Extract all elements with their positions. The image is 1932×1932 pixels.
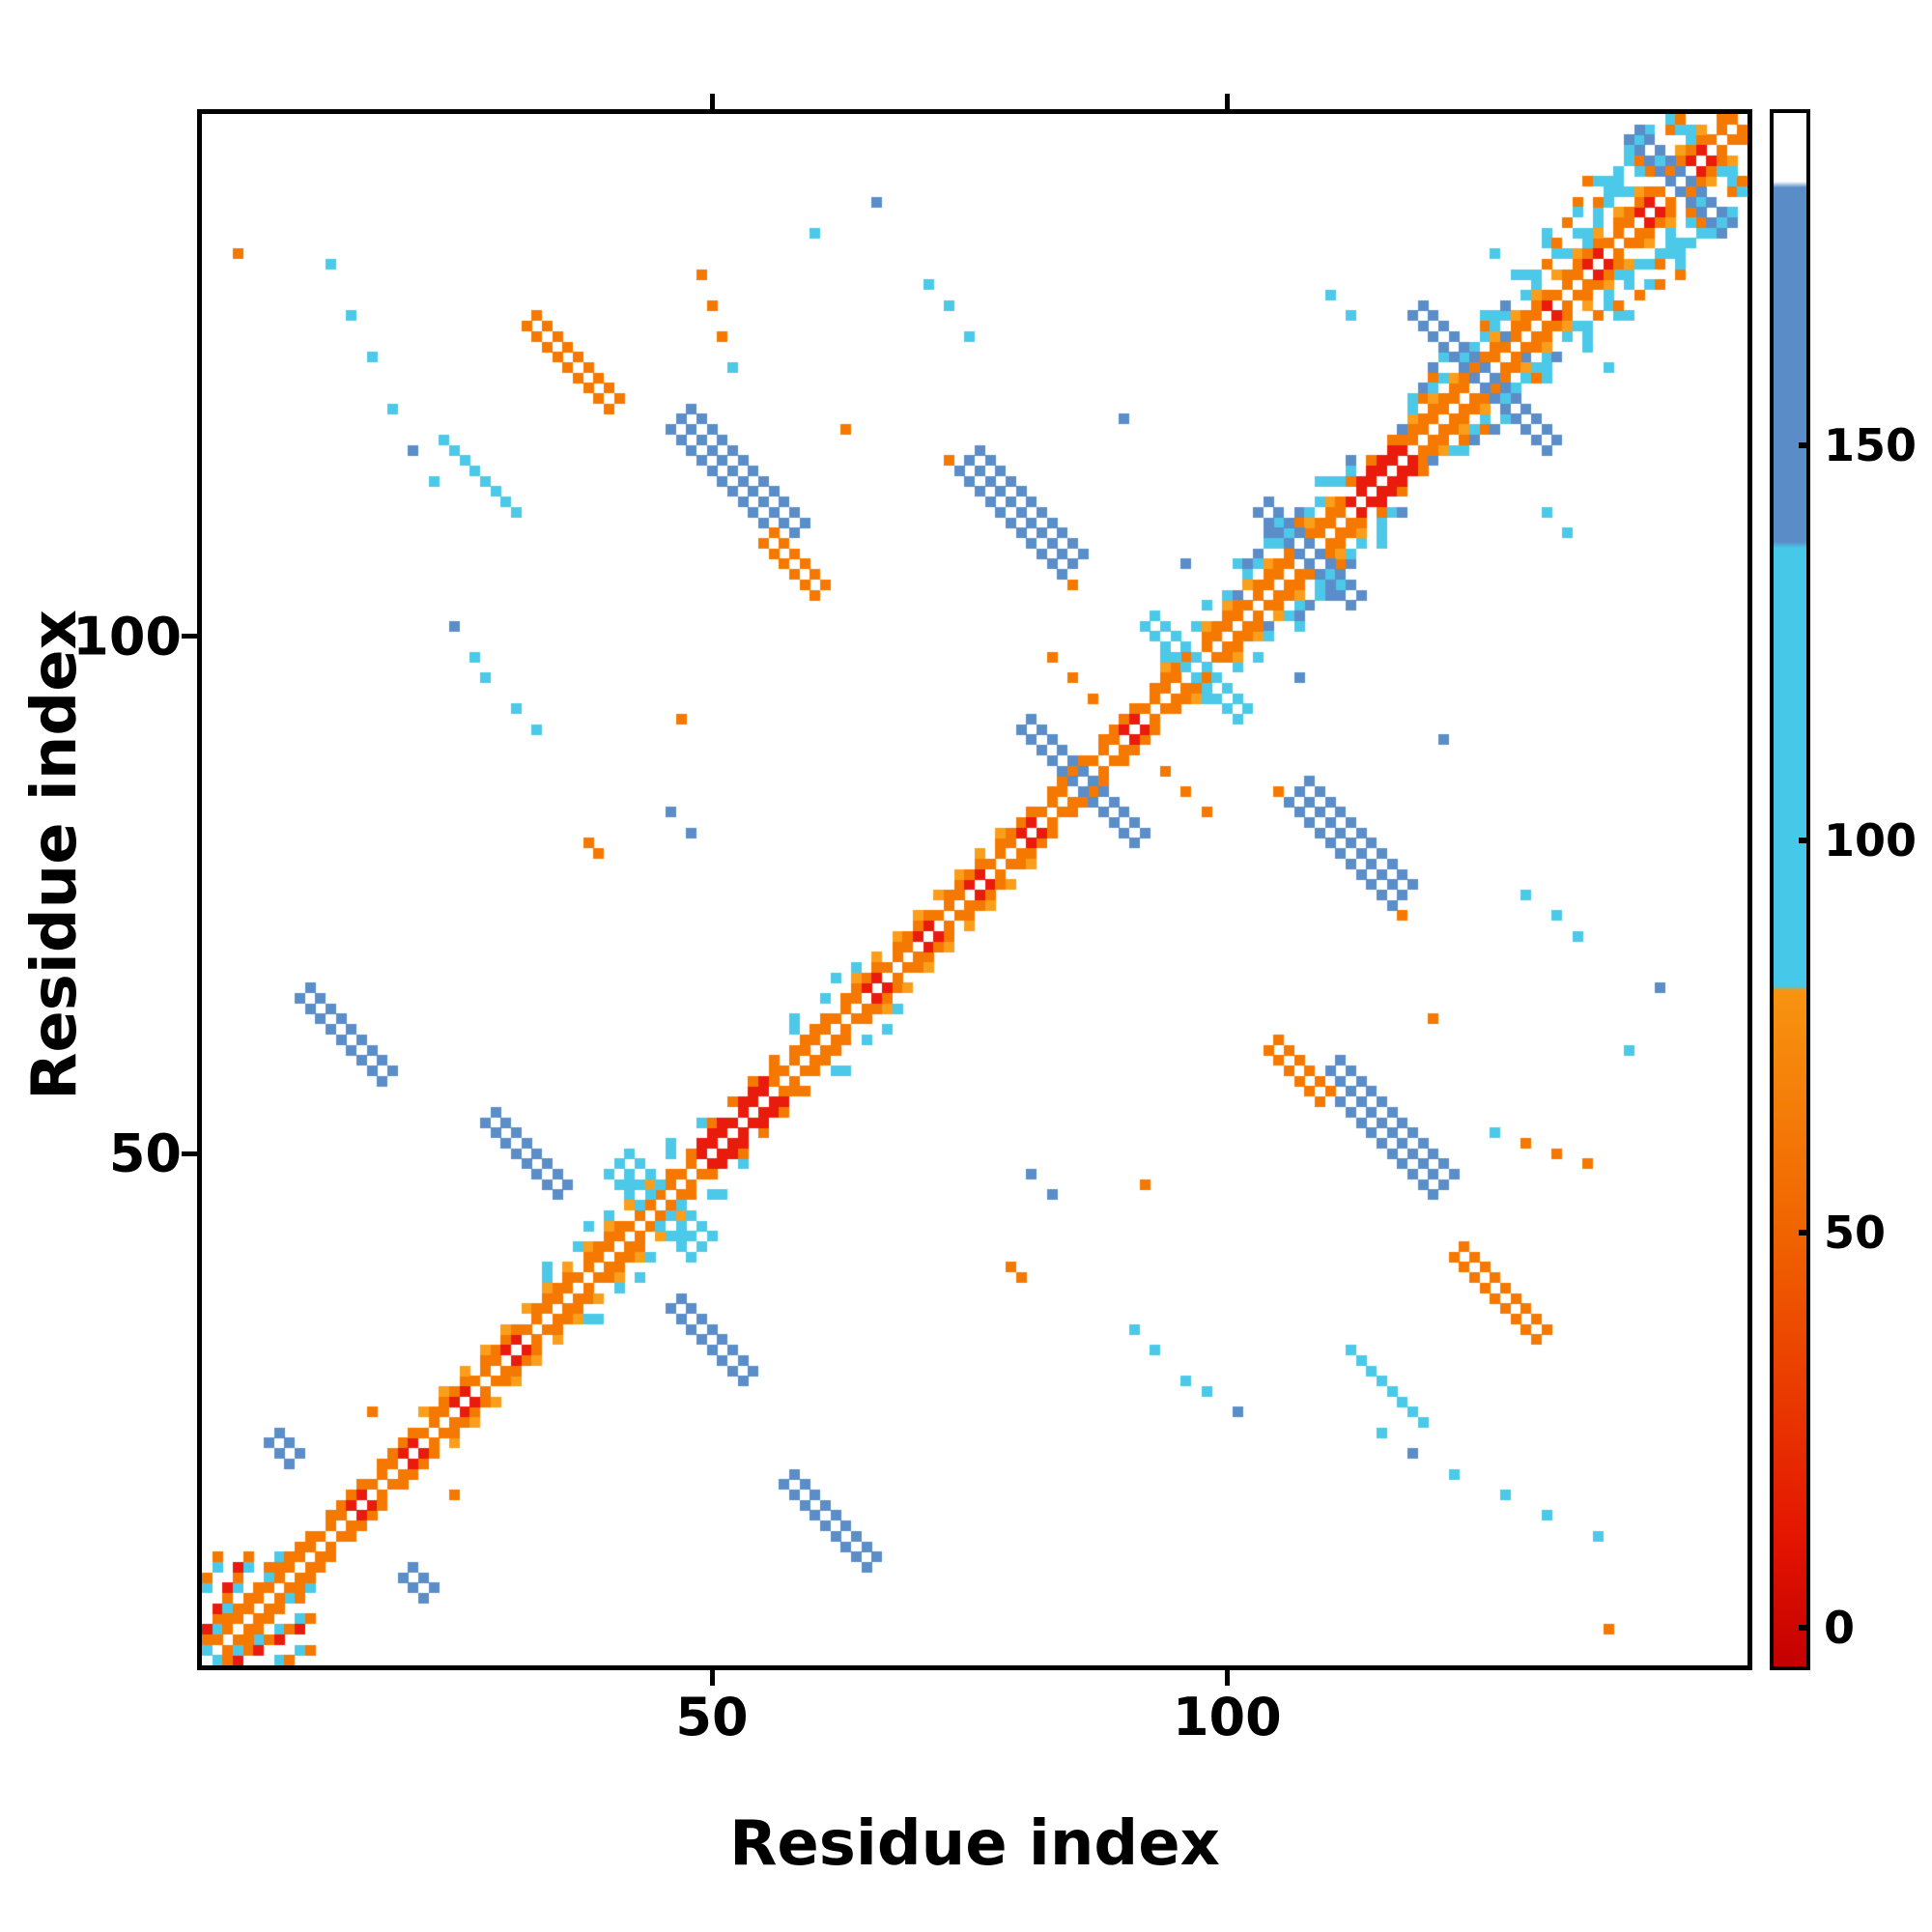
colorbar-tick-mark [1799, 837, 1810, 843]
colorbar-tick-label: 50 [1824, 1207, 1887, 1260]
colorbar-tick-label: 100 [1824, 813, 1918, 867]
colorbar-tick-label: 0 [1824, 1601, 1856, 1654]
x-tick-mark [1224, 1670, 1230, 1686]
x-axis-title: Residue index [729, 1808, 1220, 1880]
x-tick-label: 100 [1172, 1687, 1282, 1747]
colorbar-tick-mark [1799, 1230, 1810, 1236]
y-tick-mark [182, 634, 197, 639]
heatmap-canvas [202, 114, 1747, 1665]
x-top-tick-mark [709, 94, 715, 109]
y-tick-mark [182, 1151, 197, 1156]
x-tick-label: 50 [675, 1687, 749, 1747]
y-axis-title: Residue index [19, 610, 91, 1100]
x-top-tick-mark [1224, 94, 1230, 109]
colorbar-tick-mark [1799, 442, 1810, 449]
plot-area [197, 109, 1752, 1670]
colorbar-tick-label: 150 [1824, 419, 1918, 472]
colorbar [1770, 109, 1810, 1670]
y-tick-label: 100 [72, 606, 182, 668]
x-tick-mark [709, 1670, 715, 1686]
colorbar-gradient [1774, 113, 1806, 1666]
colorbar-tick-mark [1799, 1624, 1810, 1631]
y-tick-label: 50 [108, 1122, 182, 1184]
